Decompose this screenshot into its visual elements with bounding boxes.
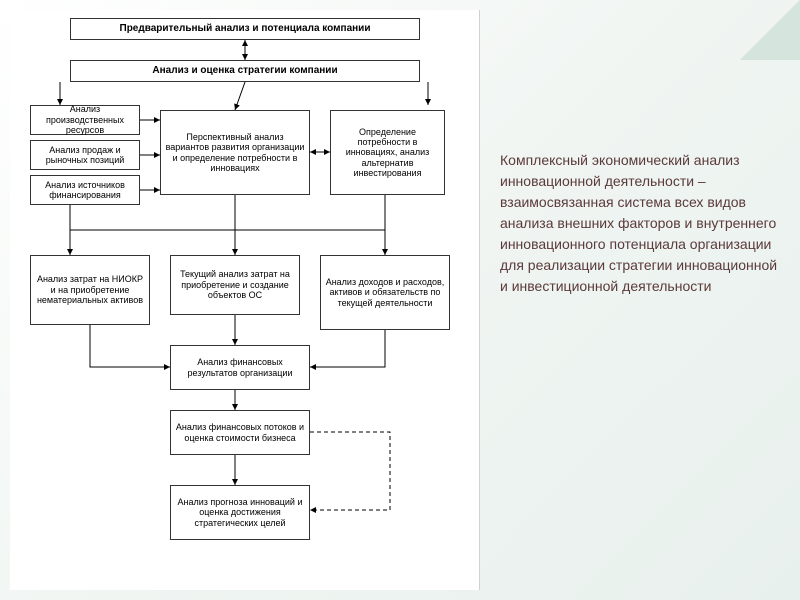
flowchart-node-n5: Анализ источников финансирования xyxy=(30,175,140,205)
flowchart-node-n3: Анализ производственных ресурсов xyxy=(30,105,140,135)
flowchart-node-n2: Анализ и оценка стратегии компании xyxy=(70,60,420,82)
flowchart-node-n12: Анализ финансовых потоков и оценка стоим… xyxy=(170,410,310,455)
flowchart-node-n9: Текущий анализ затрат на приобретение и … xyxy=(170,255,300,315)
flowchart-node-n6: Перспективный анализ вариантов развития … xyxy=(160,110,310,195)
flowchart-node-n13: Анализ прогноза инноваций и оценка дости… xyxy=(170,485,310,540)
flowchart-node-n8: Анализ затрат на НИОКР и на приобретение… xyxy=(30,255,150,325)
flowchart-node-n1: Предварительный анализ и потенциала комп… xyxy=(70,18,420,40)
flowchart-node-n11: Анализ финансовых результатов организаци… xyxy=(170,345,310,390)
flowchart-node-n4: Анализ продаж и рыночных позиций xyxy=(30,140,140,170)
flowchart-node-n7: Определение потребности в инновациях, ан… xyxy=(330,110,445,195)
corner-decoration xyxy=(740,0,800,60)
flowchart-container: Предварительный анализ и потенциала комп… xyxy=(10,10,480,590)
slide-description: Комплексный экономический анализ инновац… xyxy=(500,150,780,297)
flowchart-node-n10: Анализ доходов и расходов, активов и обя… xyxy=(320,255,450,330)
